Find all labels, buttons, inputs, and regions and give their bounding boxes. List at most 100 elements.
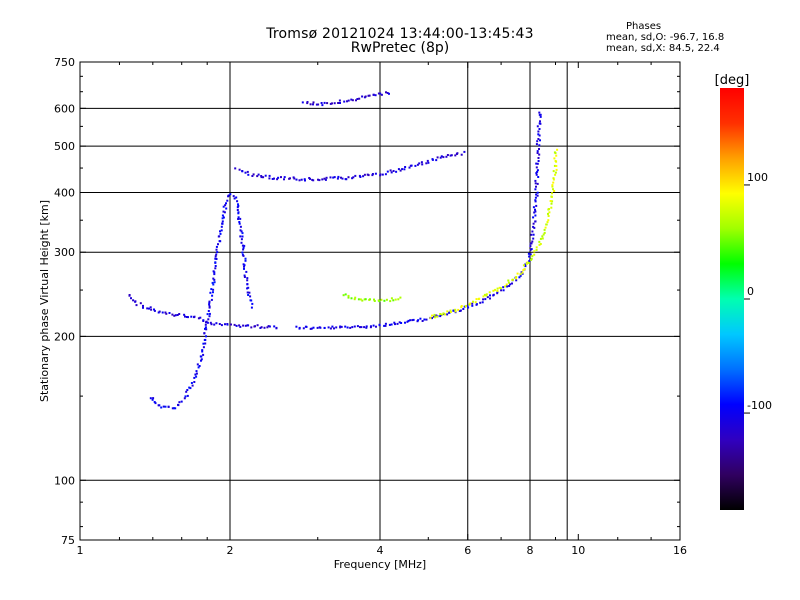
data-point [375, 325, 377, 328]
y-tick-label: 100 [54, 474, 75, 487]
data-point [507, 279, 510, 282]
data-point [460, 306, 463, 309]
data-point [485, 294, 488, 297]
data-point [421, 320, 424, 322]
data-point [530, 233, 533, 236]
data-point [344, 325, 347, 328]
data-point [212, 291, 214, 294]
data-point [538, 243, 541, 246]
data-point [449, 309, 452, 312]
data-point [359, 298, 362, 301]
data-point [535, 185, 537, 188]
data-point [529, 245, 532, 248]
data-point [350, 98, 353, 101]
y-tick-label: 200 [54, 330, 75, 343]
data-point [489, 297, 491, 300]
data-point [523, 268, 526, 271]
data-point [550, 195, 553, 198]
data-point [242, 324, 245, 327]
data-point [536, 162, 539, 165]
data-point [298, 179, 301, 182]
data-point [326, 102, 329, 105]
data-point [536, 169, 539, 172]
data-point [262, 176, 265, 179]
data-point [552, 188, 554, 191]
data-point [186, 389, 189, 391]
data-point [361, 299, 364, 302]
data-point [246, 283, 249, 286]
data-point [211, 281, 214, 284]
data-point [414, 164, 417, 167]
data-point [191, 384, 194, 387]
data-point [538, 134, 541, 137]
data-point [309, 177, 311, 180]
data-point [238, 221, 241, 223]
data-point [533, 211, 536, 214]
data-point [150, 308, 153, 311]
data-point [390, 297, 393, 300]
data-point [292, 176, 295, 179]
data-point [243, 244, 246, 247]
data-point [329, 176, 332, 179]
data-point [380, 298, 383, 301]
data-point [304, 179, 306, 182]
data-point [363, 326, 366, 329]
data-point [239, 225, 242, 228]
data-point [506, 285, 509, 288]
data-point [446, 310, 449, 313]
data-point [208, 306, 211, 309]
data-point [174, 314, 177, 317]
data-point [509, 283, 512, 286]
data-point [357, 298, 360, 301]
data-point [551, 192, 553, 195]
data-point [232, 195, 235, 198]
data-point [206, 313, 209, 316]
data-point [153, 309, 156, 312]
data-point [249, 295, 252, 298]
data-point [404, 321, 406, 324]
data-point [165, 312, 168, 315]
data-point [207, 310, 210, 312]
data-point [260, 175, 263, 177]
data-point [158, 310, 161, 313]
data-point [384, 173, 387, 176]
data-point [186, 394, 189, 397]
data-point [343, 100, 346, 103]
data-point [383, 324, 386, 327]
x-tick-label: 8 [527, 544, 534, 557]
data-point [403, 168, 406, 171]
data-point [238, 324, 241, 327]
data-point [267, 325, 270, 328]
data-point [273, 325, 276, 328]
data-point [546, 221, 549, 224]
data-point [295, 325, 298, 328]
data-point [518, 276, 521, 279]
data-point [436, 156, 439, 159]
data-point [383, 299, 386, 302]
data-point [431, 317, 433, 320]
data-point [418, 162, 421, 165]
data-point [436, 315, 439, 318]
data-point [312, 179, 315, 182]
data-point [537, 157, 540, 159]
data-point [208, 303, 211, 306]
data-point [236, 200, 239, 203]
data-point [241, 251, 244, 254]
data-point [475, 298, 478, 301]
data-point [538, 153, 541, 156]
data-point [445, 155, 448, 158]
data-point [306, 101, 309, 103]
data-point [206, 321, 209, 324]
data-point [417, 319, 420, 322]
x-tick-label: 10 [571, 544, 585, 557]
data-point [534, 208, 536, 211]
data-point [333, 176, 336, 179]
data-point [320, 102, 323, 104]
data-point [358, 97, 361, 100]
data-point [532, 237, 535, 240]
data-point [242, 248, 245, 251]
data-point [535, 143, 538, 146]
data-point [213, 278, 216, 281]
data-point [271, 178, 274, 180]
